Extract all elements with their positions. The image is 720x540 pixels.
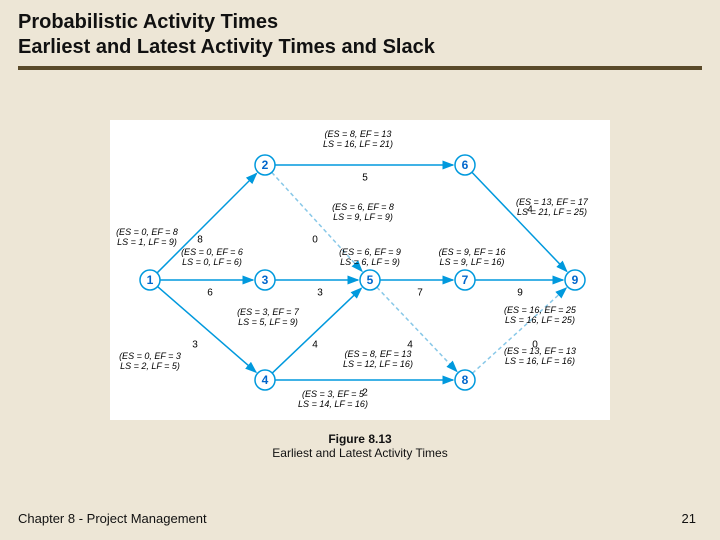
es-ls-label: (ES = 6, EF = 8LS = 9, LF = 9) [332, 203, 394, 223]
es-ls-label: (ES = 8, EF = 13LS = 12, LF = 16) [343, 350, 413, 370]
svg-text:6: 6 [462, 158, 469, 172]
edge-weight-1-3: 6 [207, 288, 213, 299]
title-rule [18, 66, 702, 70]
edge-weight-2-6: 5 [362, 173, 368, 184]
title-block: Probabilistic Activity Times Earliest an… [0, 0, 720, 62]
node-1: 1 [140, 270, 160, 290]
title-line-2: Earliest and Latest Activity Times and S… [18, 35, 702, 60]
node-7: 7 [455, 270, 475, 290]
svg-text:1: 1 [147, 273, 154, 287]
node-3: 3 [255, 270, 275, 290]
edge-weight-4-5: 4 [312, 340, 318, 351]
node-8: 8 [455, 370, 475, 390]
es-ls-label: (ES = 8, EF = 13LS = 16, LF = 21) [323, 130, 393, 150]
svg-text:4: 4 [262, 373, 269, 387]
es-ls-label: (ES = 3, EF = 5LS = 14, LF = 16) [298, 390, 368, 410]
es-ls-label: (ES = 13, EF = 13LS = 16, LF = 16) [504, 347, 576, 367]
node-4: 4 [255, 370, 275, 390]
caption-text: Earliest and Latest Activity Times [272, 446, 447, 460]
node-6: 6 [455, 155, 475, 175]
es-ls-label: (ES = 0, EF = 3LS = 2, LF = 5) [119, 352, 181, 372]
network-diagram: 1 2 3 4 5 6 7 8 9 [110, 120, 610, 420]
es-ls-label: (ES = 0, EF = 6LS = 0, LF = 6) [181, 248, 243, 268]
edge-weight-1-4: 3 [192, 340, 198, 351]
node-5: 5 [360, 270, 380, 290]
edge-weight-5-7: 7 [417, 288, 423, 299]
svg-text:3: 3 [262, 273, 269, 287]
node-9: 9 [565, 270, 585, 290]
svg-text:8: 8 [462, 373, 469, 387]
es-ls-label: (ES = 13, EF = 17LS = 21, LF = 25) [516, 198, 588, 218]
figure-panel: 123456789 8630534274490(ES = 0, EF = 8LS… [110, 120, 610, 420]
edge-weight-2-5: 0 [312, 235, 318, 246]
es-ls-label: (ES = 6, EF = 9LS = 6, LF = 9) [339, 248, 401, 268]
node-2: 2 [255, 155, 275, 175]
es-ls-label: (ES = 9, EF = 16LS = 9, LF = 16) [439, 248, 506, 268]
svg-text:9: 9 [572, 273, 579, 287]
footer-chapter: Chapter 8 - Project Management [18, 511, 207, 526]
figure-caption: Figure 8.13 Earliest and Latest Activity… [0, 432, 720, 460]
title-line-1: Probabilistic Activity Times [18, 10, 702, 35]
es-ls-label: (ES = 0, EF = 8LS = 1, LF = 9) [116, 228, 178, 248]
svg-text:2: 2 [262, 158, 269, 172]
svg-text:5: 5 [367, 273, 374, 287]
edge-weight-1-2: 8 [197, 235, 203, 246]
caption-title: Figure 8.13 [328, 432, 391, 446]
page-number: 21 [682, 511, 696, 526]
svg-text:7: 7 [462, 273, 469, 287]
es-ls-label: (ES = 3, EF = 7LS = 5, LF = 9) [237, 308, 299, 328]
edge-weight-7-9: 9 [517, 288, 523, 299]
edge-weight-3-5: 3 [317, 288, 323, 299]
es-ls-label: (ES = 16, EF = 25LS = 16, LF = 25) [504, 306, 576, 326]
